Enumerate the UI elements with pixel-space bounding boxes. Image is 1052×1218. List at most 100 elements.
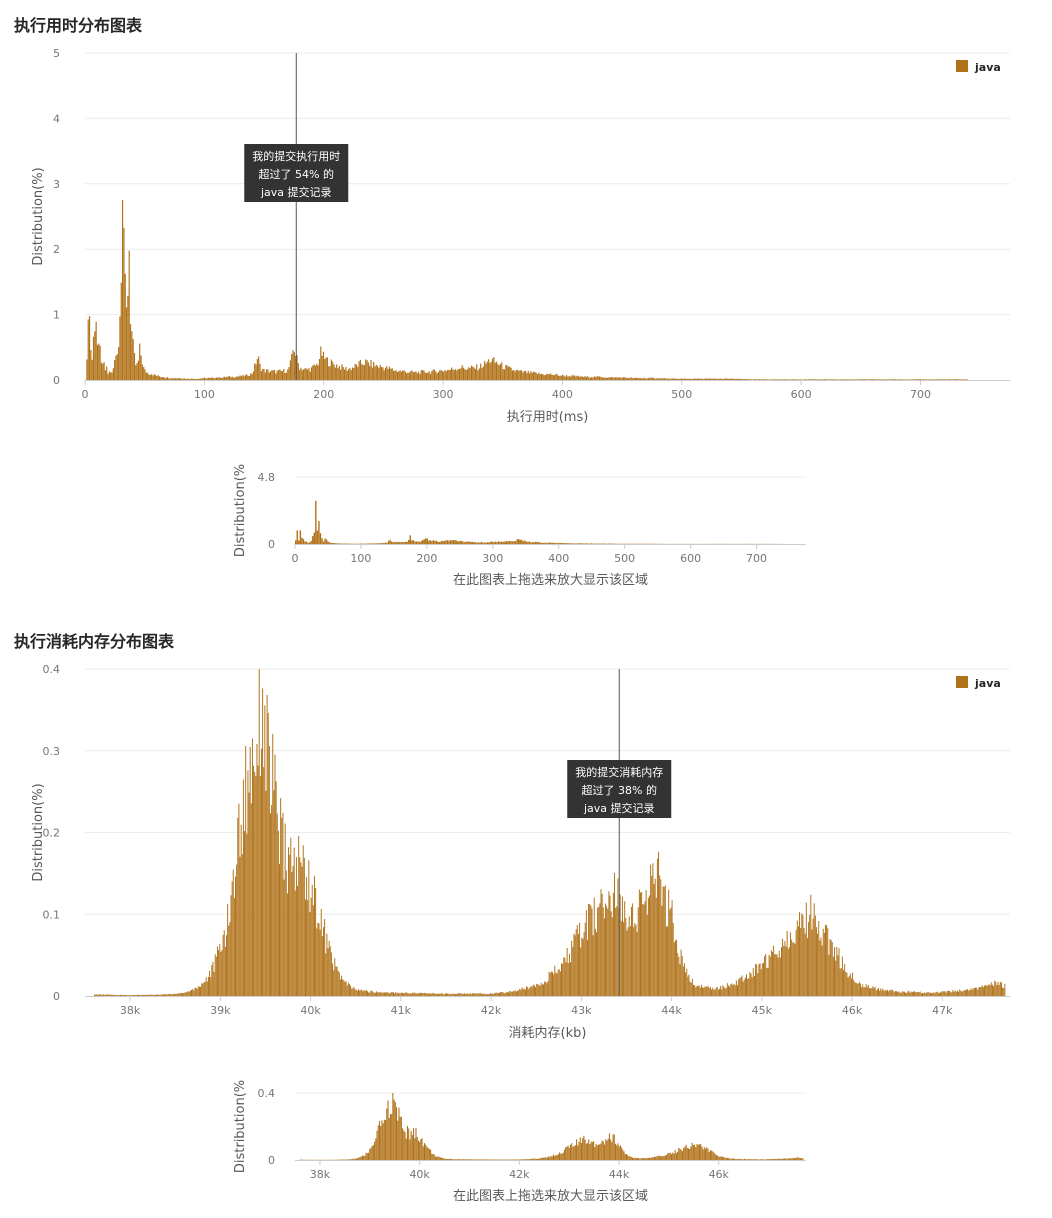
submission-tooltip: [244, 144, 349, 202]
histogram-bar: [526, 1159, 528, 1160]
x-tick-label: 300: [482, 552, 503, 565]
histogram-bar: [661, 905, 663, 996]
histogram-bar: [921, 379, 923, 380]
histogram-bar: [582, 1137, 584, 1160]
histogram-bar: [872, 379, 874, 380]
histogram-bar: [244, 375, 247, 380]
histogram-bar: [539, 985, 541, 996]
histogram-bar: [337, 368, 339, 380]
histogram-bar: [958, 379, 960, 380]
histogram-bar: [217, 377, 219, 380]
histogram-bar: [672, 1152, 674, 1160]
histogram-bar: [675, 378, 677, 380]
histogram-bar: [352, 1158, 354, 1160]
histogram-bar: [679, 1148, 681, 1160]
histogram-bar: [238, 376, 240, 380]
histogram-bar: [333, 970, 335, 996]
histogram-bar: [954, 379, 956, 380]
histogram-bar: [172, 994, 174, 996]
histogram-bar: [548, 374, 550, 380]
runtime-navigator-chart[interactable]: 04.80 100 200 300 400 500 600 700在此图表上拖选来放大显示该区…: [0, 0, 1052, 600]
histogram-bar: [658, 1155, 660, 1160]
histogram-bar: [385, 992, 387, 996]
histogram-bar: [222, 934, 224, 996]
histogram-bar: [513, 991, 515, 996]
histogram-bar: [189, 990, 191, 996]
histogram-bar: [304, 899, 306, 996]
histogram-bar: [259, 363, 261, 380]
histogram-bar: [405, 992, 407, 996]
histogram-bar: [680, 378, 683, 380]
histogram-bar: [721, 379, 724, 380]
histogram-bar: [575, 543, 577, 544]
x-tick-label: 38k: [120, 1004, 141, 1017]
histogram-bar: [400, 542, 402, 544]
histogram-bar: [694, 985, 696, 996]
histogram-bar: [636, 931, 638, 996]
histogram-bar: [166, 994, 168, 996]
histogram-bar: [991, 984, 993, 996]
histogram-bar: [670, 1154, 673, 1160]
histogram-bar: [747, 379, 749, 380]
histogram-bar: [369, 543, 371, 544]
histogram-bar: [735, 1159, 737, 1160]
histogram-bar: [494, 992, 496, 996]
histogram-bar: [863, 379, 865, 380]
histogram-bar: [257, 765, 259, 996]
histogram-bar: [712, 987, 714, 996]
histogram-bar: [740, 977, 742, 996]
histogram-bar: [359, 1156, 361, 1160]
histogram-bar: [807, 379, 809, 380]
histogram-bar: [848, 976, 850, 996]
histogram-bar: [417, 541, 419, 544]
histogram-bar: [481, 368, 483, 380]
histogram-bar: [626, 930, 628, 996]
histogram-bar: [875, 379, 877, 380]
histogram-bar: [314, 365, 317, 380]
histogram-bar: [453, 1159, 455, 1160]
histogram-bar: [423, 1143, 426, 1160]
histogram-bar: [604, 1144, 606, 1160]
histogram-bar: [797, 1157, 799, 1160]
histogram-bar: [95, 994, 97, 996]
histogram-bar: [103, 994, 105, 996]
histogram-bar: [420, 541, 422, 544]
x-axis-title: 消耗内存(kb): [509, 1025, 587, 1041]
histogram-bar: [585, 910, 587, 996]
histogram-bar: [711, 1150, 713, 1160]
histogram-bar: [602, 1141, 604, 1160]
histogram-bar: [318, 923, 320, 996]
histogram-bar: [777, 957, 779, 996]
histogram-bar: [376, 1130, 378, 1160]
histogram-bar: [291, 871, 293, 996]
histogram-bar: [520, 1159, 522, 1160]
histogram-bar: [565, 543, 568, 544]
histogram-bar: [456, 370, 458, 380]
x-tick-label: 44k: [661, 1004, 682, 1017]
histogram-bar: [588, 1139, 590, 1160]
histogram-bar: [218, 376, 220, 380]
histogram-bar: [950, 992, 952, 996]
histogram-bar: [595, 377, 597, 380]
histogram-bar: [555, 542, 557, 544]
histogram-bar: [498, 365, 500, 380]
histogram-bar: [377, 992, 379, 996]
histogram-bar: [986, 985, 988, 996]
histogram-bar: [718, 1156, 720, 1160]
histogram-bar: [329, 946, 331, 996]
histogram-bar: [888, 991, 890, 996]
histogram-bar: [769, 1159, 771, 1160]
histogram-bar: [973, 988, 975, 996]
histogram-bar: [547, 981, 549, 996]
histogram-bar: [819, 379, 821, 380]
histogram-bar: [698, 985, 700, 996]
histogram-bar: [355, 989, 357, 996]
histogram-bar: [822, 928, 824, 996]
histogram-bar: [429, 540, 432, 544]
histogram-bar: [669, 1152, 671, 1160]
histogram-bar: [651, 1157, 653, 1160]
histogram-bar: [176, 993, 178, 996]
